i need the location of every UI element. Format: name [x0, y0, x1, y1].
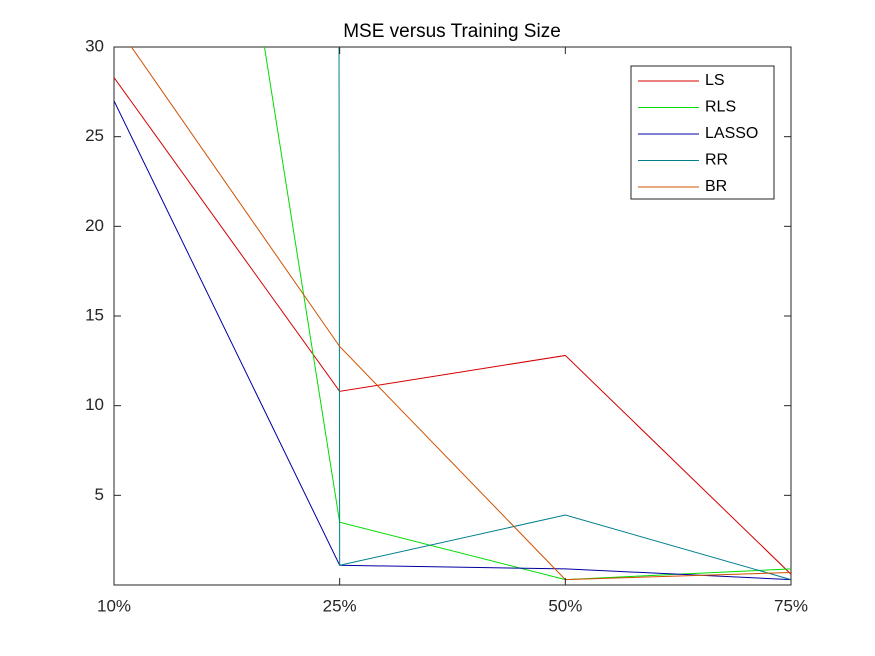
- legend-label: RLS: [705, 99, 736, 116]
- series-line: [114, 100, 791, 581]
- x-tick-label: 75%: [774, 596, 808, 615]
- legend-label: RR: [705, 152, 728, 169]
- chart-title: MSE versus Training Size: [343, 21, 561, 42]
- y-tick-label: 30: [85, 36, 104, 55]
- x-tick-label: 50%: [548, 596, 582, 615]
- x-tick-label: 10%: [97, 596, 131, 615]
- y-tick-label: 25: [85, 126, 104, 145]
- plot-area: [114, 47, 791, 581]
- y-tick-label: 20: [85, 216, 104, 235]
- series-line: [338, 47, 791, 581]
- series-line: [114, 77, 791, 575]
- legend-label: BR: [705, 178, 727, 195]
- legend-box: [630, 65, 775, 200]
- legend-label: LS: [705, 72, 725, 89]
- x-tick-label: 25%: [323, 596, 357, 615]
- y-tick-label: 15: [85, 305, 104, 324]
- y-tick-label: 5: [95, 485, 104, 504]
- series-line: [130, 47, 791, 581]
- legend: LS RLS LASSO RR BR: [630, 65, 775, 200]
- legend-label: LASSO: [705, 125, 758, 142]
- y-tick-label: 10: [85, 395, 104, 414]
